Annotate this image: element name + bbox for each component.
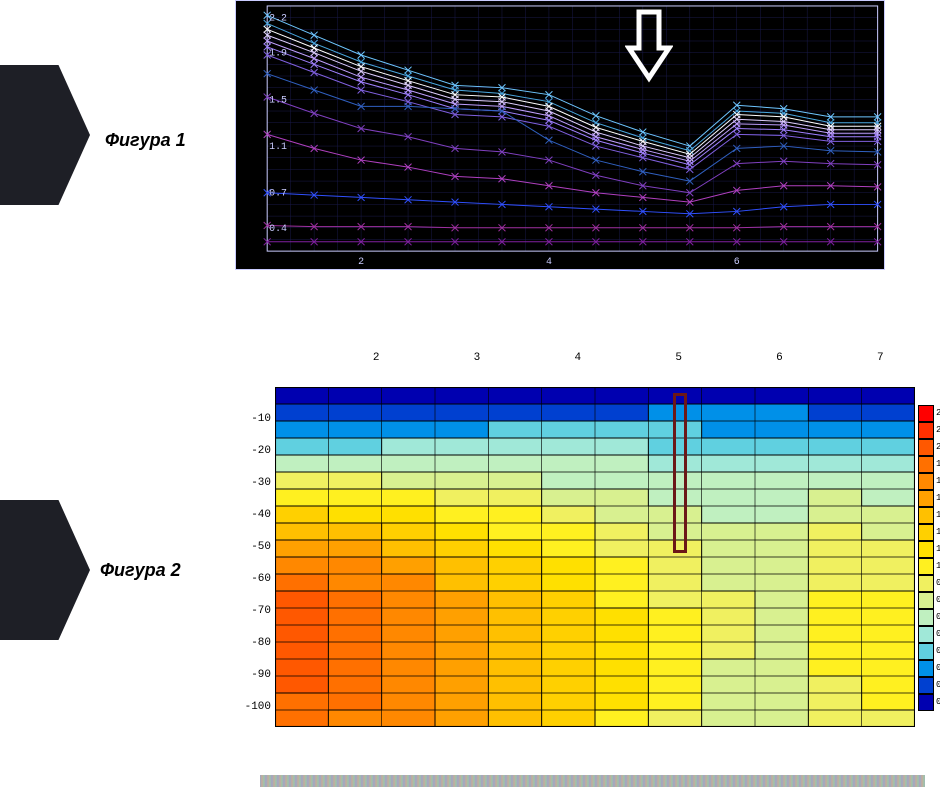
svg-text:1.5: 1.5: [269, 94, 287, 105]
svg-text:1.1: 1.1: [269, 141, 287, 152]
svg-text:2: 2: [358, 256, 364, 267]
figure2-arrow-label: [0, 500, 90, 640]
arrow-shape: [0, 65, 90, 205]
figure1-chart: 0.4 0.7 1.1 1.5 1.9 2.2 2 4 6: [235, 0, 885, 270]
heatmap-svg: [275, 387, 915, 727]
figure1-arrow-label: [0, 65, 90, 205]
svg-text:2.2: 2.2: [269, 13, 287, 24]
svg-text:4: 4: [546, 256, 552, 267]
svg-text:0.7: 0.7: [269, 188, 287, 199]
svg-text:6: 6: [734, 256, 740, 267]
figure2-chart: 2.282.152.011.881.741.611.481.341.211.07…: [275, 387, 915, 727]
figure1-label: Фигура 1: [105, 130, 186, 151]
svg-text:0.4: 0.4: [269, 223, 287, 234]
figure2-chart-wrap: 234567 -10-20-30-40-50-60-70-80-90-100 2…: [240, 367, 925, 737]
white-down-arrow: [625, 8, 673, 89]
line-chart-svg: 0.4 0.7 1.1 1.5 1.9 2.2 2 4 6: [236, 1, 884, 269]
y-axis-labels: -10-20-30-40-50-60-70-80-90-100: [240, 387, 273, 707]
svg-text:1.9: 1.9: [269, 48, 287, 59]
color-legend: 2.282.152.011.881.741.611.481.341.211.07…: [918, 405, 940, 715]
vertical-marker: [673, 393, 687, 553]
arrow-shape: [0, 500, 90, 640]
x-axis-labels: 234567: [275, 352, 880, 366]
noise-bar: [260, 775, 925, 787]
figure2-label: Фигура 2: [100, 560, 181, 581]
